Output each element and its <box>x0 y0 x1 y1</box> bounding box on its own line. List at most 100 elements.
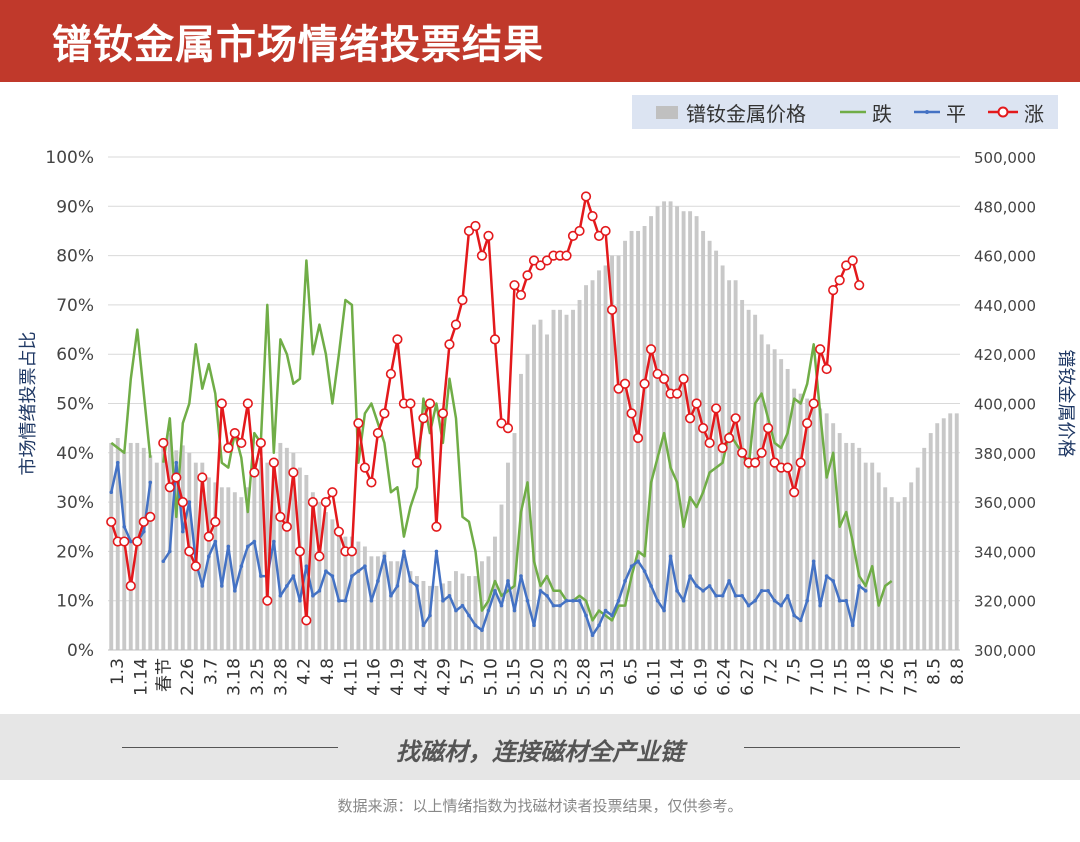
y-left-tick-label: 80% <box>56 247 94 267</box>
flat-point <box>746 603 751 608</box>
x-tick-label: 6.19 <box>691 658 711 696</box>
x-tick-label: 4.24 <box>411 658 431 696</box>
flat-point <box>733 593 738 598</box>
price-bar <box>349 536 354 650</box>
rise-point <box>249 467 260 478</box>
price-bar <box>863 462 868 650</box>
y-right-tick-label: 380,000 <box>974 445 1036 463</box>
price-bar <box>291 452 296 650</box>
price-bar <box>343 536 348 650</box>
rise-point <box>522 270 533 281</box>
flat-point <box>239 564 244 568</box>
rise-point <box>483 230 494 241</box>
flat-point <box>798 618 803 623</box>
y-right-tick-label: 360,000 <box>974 494 1036 512</box>
x-tick-label: 7.10 <box>808 658 828 696</box>
flat-point <box>792 613 796 618</box>
rise-point <box>119 536 130 547</box>
flat-point <box>369 598 374 603</box>
rise-point <box>489 334 501 345</box>
y-right-tick-label: 460,000 <box>974 248 1036 266</box>
rise-point <box>711 403 722 414</box>
rise-point <box>463 225 475 237</box>
price-bar <box>831 423 836 650</box>
rise-point <box>294 546 305 557</box>
price-bar <box>785 368 790 650</box>
flat-point <box>259 574 263 578</box>
flat-point <box>460 603 465 608</box>
flat-point <box>467 613 471 618</box>
price-bar <box>200 462 205 650</box>
price-bar <box>154 462 159 650</box>
price-bar <box>818 408 823 650</box>
flat-point <box>161 559 166 564</box>
rise-point <box>854 280 865 291</box>
price-bar <box>330 519 335 650</box>
rise-point <box>288 467 299 478</box>
price-bar <box>629 230 634 650</box>
rise-point <box>626 408 637 419</box>
x-tick-label: 5.20 <box>528 658 548 696</box>
flat-point <box>174 460 179 465</box>
rise-point <box>515 289 527 301</box>
price-bar <box>883 487 888 650</box>
flat-point <box>655 598 660 603</box>
rise-point <box>333 526 344 537</box>
rise-point <box>353 418 364 429</box>
rise-point <box>671 388 683 399</box>
flat-point <box>831 579 835 583</box>
price-bar <box>753 314 758 650</box>
flat-point <box>597 623 601 628</box>
flat-point <box>766 589 770 593</box>
rise-point <box>301 615 312 626</box>
flat-point <box>252 539 257 544</box>
flat-point <box>629 564 634 568</box>
rise-point <box>457 294 468 306</box>
x-tick-label: 4.2 <box>295 658 315 685</box>
rise-point <box>821 363 832 375</box>
flat-point <box>454 608 458 613</box>
rise-point <box>431 521 442 532</box>
rise-point <box>808 398 819 409</box>
price-bar <box>382 551 387 650</box>
price-bar <box>558 309 562 650</box>
flat-point <box>141 529 146 534</box>
rise-point <box>691 398 702 409</box>
x-tick-label: 5.31 <box>598 658 618 696</box>
y-left-tick-label: 20% <box>56 542 94 562</box>
flat-point <box>551 603 556 608</box>
price-bar <box>265 462 270 650</box>
price-bar <box>941 418 946 650</box>
price-bar <box>232 492 237 650</box>
flat-point <box>668 554 673 559</box>
slogan-divider-right <box>744 747 960 748</box>
rise-point <box>528 255 540 266</box>
rise-point <box>327 487 338 498</box>
flat-point <box>857 584 861 588</box>
x-tick-label: 6.24 <box>715 658 735 696</box>
x-tick-label: 5.28 <box>575 658 595 696</box>
legend-swatch-fall <box>840 110 866 114</box>
price-bar <box>746 309 751 650</box>
flat-point <box>532 623 536 628</box>
rise-point <box>593 230 605 241</box>
price-bar <box>857 447 862 650</box>
y-right-tick-label: 400,000 <box>974 396 1036 414</box>
data-source-note: 数据来源：以上情绪指数为找磁材读者投票结果，仅供参考。 <box>337 797 743 815</box>
x-tick-label: 3.7 <box>201 658 221 685</box>
price-bar <box>252 467 257 650</box>
flat-point <box>844 598 848 603</box>
flat-point <box>434 549 439 554</box>
flat-point <box>740 593 744 598</box>
price-bar <box>362 546 367 650</box>
rise-point <box>307 497 318 508</box>
price-bar <box>837 433 842 650</box>
price-bar <box>811 403 816 650</box>
legend-label-fall: 跌 <box>872 101 892 126</box>
rise-point <box>684 413 696 424</box>
price-bar <box>427 585 432 650</box>
flat-point <box>441 598 445 603</box>
price-bar <box>304 474 309 650</box>
rise-point <box>268 457 279 468</box>
x-tick-label: 4.19 <box>388 658 408 696</box>
